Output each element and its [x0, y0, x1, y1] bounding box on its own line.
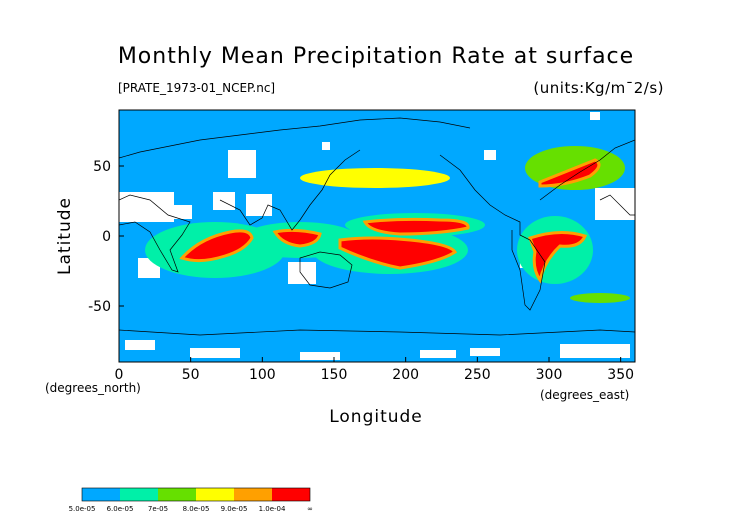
coastline-australia — [299, 251, 353, 289]
missing-patch — [560, 344, 630, 358]
coastline-africa — [119, 194, 191, 273]
x-axis-unit-label: (degrees_east) — [540, 388, 629, 402]
x-tick-label: 100 — [249, 367, 276, 383]
coastline-americas-west — [439, 154, 546, 311]
units-label: (units:Kg/m¯2/s) — [533, 79, 664, 97]
legend-level-label: ∞ — [307, 505, 313, 513]
legend-frame — [81, 487, 311, 502]
x-tick-label: 350 — [607, 367, 634, 383]
x-tick-label: 300 — [536, 367, 563, 383]
color-legend: 5.0e-05 6.0e-05 7e-05 8.0e-05 9.0e-05 1.0e-04… — [69, 487, 313, 513]
chart-title: Monthly Mean Precipitation Rate at surfa… — [117, 44, 635, 69]
missing-patch — [300, 352, 340, 360]
x-axis-title: Longitude — [329, 407, 423, 427]
x-tick-label: 200 — [392, 367, 419, 383]
missing-patch — [228, 150, 256, 178]
y-tick-label: 50 — [93, 159, 111, 175]
missing-patch — [470, 348, 500, 356]
legend-level-label: 1.0e-04 — [259, 505, 286, 513]
y-tick-label: -50 — [88, 299, 111, 315]
precip-region-north-pacific-halo — [300, 168, 450, 188]
coastlines — [119, 117, 635, 336]
legend-level-label: 6.0e-05 — [107, 505, 134, 513]
precip-region-south-atlantic-halo — [570, 293, 630, 303]
legend-swatch — [272, 488, 310, 501]
missing-patch — [170, 205, 192, 219]
missing-patch — [595, 188, 635, 220]
legend-swatch — [82, 488, 120, 501]
coastline-eurasia-north — [119, 117, 471, 159]
missing-patch — [590, 112, 600, 120]
x-tick-label: 0 — [115, 367, 124, 383]
x-tick-label: 150 — [321, 367, 348, 383]
legend-level-label: 9.0e-05 — [221, 505, 248, 513]
precip-region-spcz-core — [338, 236, 458, 270]
missing-patch — [322, 142, 330, 150]
x-tick-label: 50 — [182, 367, 200, 383]
coastline-south-asia — [219, 149, 361, 231]
precip-region-north-atlantic-core — [538, 158, 601, 188]
x-axis: 0 50 100 150 200 250 300 350 — [115, 357, 634, 383]
missing-patch — [125, 340, 155, 350]
missing-patch — [119, 192, 174, 222]
legend-level-label: 5.0e-05 — [69, 505, 96, 513]
missing-data-patches — [119, 112, 635, 360]
missing-patch — [484, 150, 496, 160]
coastline-west-africa — [599, 194, 635, 216]
x-tick-label: 250 — [464, 367, 491, 383]
map-plot-area — [119, 110, 635, 362]
y-tick-label: 0 — [102, 229, 111, 245]
missing-patch — [288, 262, 316, 284]
legend-level-label: 8.0e-05 — [183, 505, 210, 513]
legend-level-label: 7e-05 — [148, 505, 168, 513]
missing-patch — [420, 350, 456, 358]
dataset-filename: [PRATE_1973-01_NCEP.nc] — [118, 81, 276, 95]
precip-region-indian-ocean-core — [179, 229, 254, 263]
missing-patch — [213, 192, 235, 210]
legend-swatch — [196, 488, 234, 501]
legend-swatch — [234, 488, 272, 501]
coastline-antarctica — [119, 329, 635, 336]
y-axis: 50 0 -50 — [88, 159, 124, 315]
legend-swatch — [158, 488, 196, 501]
missing-patch — [190, 348, 240, 358]
legend-swatch — [120, 488, 158, 501]
y-axis-title: Latitude — [55, 197, 75, 275]
precip-region-maritime-continent-core — [272, 228, 322, 248]
precip-region-itcz-core — [362, 217, 470, 236]
y-axis-unit-label: (degrees_north) — [45, 381, 141, 395]
coastline-americas-east — [539, 139, 635, 201]
